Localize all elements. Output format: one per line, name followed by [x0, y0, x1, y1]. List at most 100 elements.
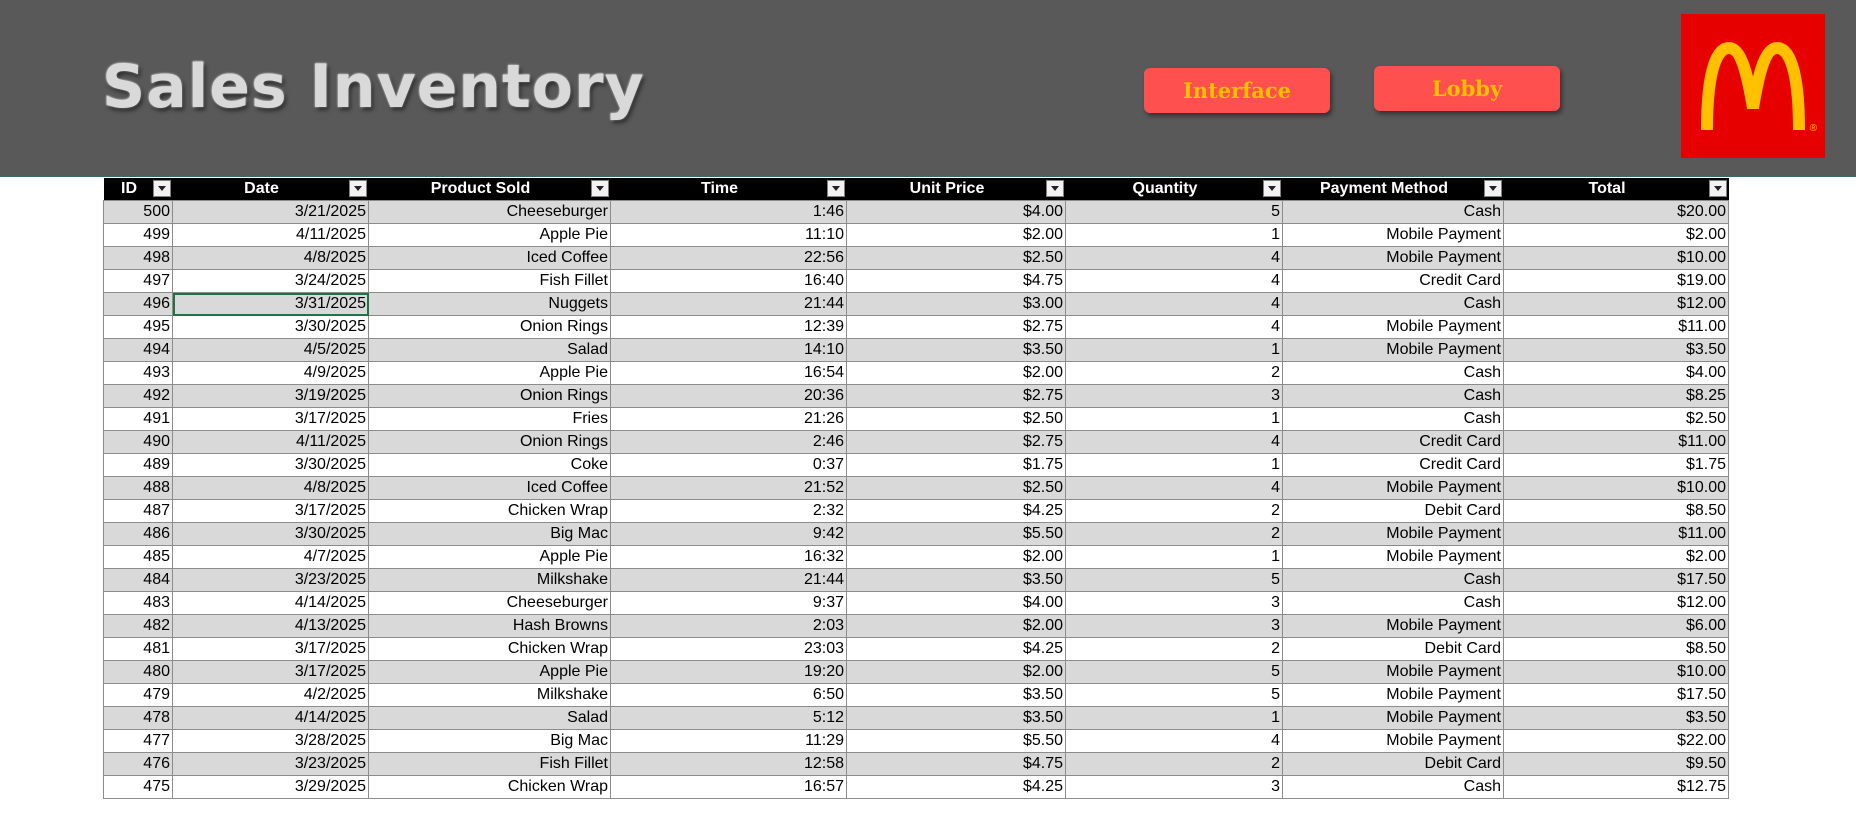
interface-button[interactable]: Interface — [1144, 68, 1330, 113]
table-cell[interactable]: 2 — [1065, 499, 1283, 523]
table-cell[interactable]: 3/24/2025 — [172, 269, 369, 293]
table-cell[interactable]: 5:12 — [610, 706, 847, 730]
table-cell[interactable]: $6.00 — [1503, 614, 1729, 638]
table-cell[interactable]: 21:44 — [610, 568, 847, 592]
table-cell[interactable]: 486 — [103, 522, 173, 546]
table-cell[interactable]: 4/13/2025 — [172, 614, 369, 638]
table-cell[interactable]: Cash — [1282, 591, 1504, 615]
table-cell[interactable]: Milkshake — [368, 568, 611, 592]
table-cell[interactable]: $12.75 — [1503, 775, 1729, 799]
table-cell[interactable]: 494 — [103, 338, 173, 362]
table-cell[interactable]: 478 — [103, 706, 173, 730]
table-cell[interactable]: Debit Card — [1282, 752, 1504, 776]
table-cell[interactable]: $11.00 — [1503, 315, 1729, 339]
table-cell[interactable]: $17.50 — [1503, 568, 1729, 592]
table-cell[interactable]: 3/19/2025 — [172, 384, 369, 408]
table-cell[interactable]: Apple Pie — [368, 361, 611, 385]
table-cell[interactable]: $22.00 — [1503, 729, 1729, 753]
table-cell[interactable]: 16:54 — [610, 361, 847, 385]
table-cell[interactable]: 21:44 — [610, 292, 847, 316]
table-cell[interactable]: 6:50 — [610, 683, 847, 707]
table-cell[interactable]: $4.25 — [846, 637, 1066, 661]
table-cell[interactable]: 3/17/2025 — [172, 499, 369, 523]
table-cell[interactable]: $4.00 — [846, 591, 1066, 615]
table-cell[interactable]: $10.00 — [1503, 476, 1729, 500]
table-cell[interactable]: 479 — [103, 683, 173, 707]
table-cell[interactable]: $12.00 — [1503, 591, 1729, 615]
table-cell[interactable]: Cheeseburger — [368, 591, 611, 615]
table-cell[interactable]: $4.25 — [846, 499, 1066, 523]
table-cell[interactable]: 3/21/2025 — [172, 200, 369, 224]
table-cell[interactable]: Onion Rings — [368, 384, 611, 408]
table-cell[interactable]: Onion Rings — [368, 315, 611, 339]
table-cell[interactable]: 3 — [1065, 384, 1283, 408]
table-cell[interactable]: $4.00 — [1503, 361, 1729, 385]
filter-dropdown-icon[interactable] — [348, 180, 367, 197]
table-cell[interactable]: 3/29/2025 — [172, 775, 369, 799]
table-cell[interactable]: 480 — [103, 660, 173, 684]
table-cell[interactable]: 5 — [1065, 683, 1283, 707]
table-cell[interactable]: Cash — [1282, 407, 1504, 431]
table-cell[interactable]: 3/30/2025 — [172, 315, 369, 339]
table-cell[interactable]: 1 — [1065, 706, 1283, 730]
table-cell[interactable]: Apple Pie — [368, 660, 611, 684]
table-cell[interactable]: 0:37 — [610, 453, 847, 477]
table-cell[interactable]: $17.50 — [1503, 683, 1729, 707]
table-cell[interactable]: 2 — [1065, 522, 1283, 546]
table-cell[interactable]: 2 — [1065, 361, 1283, 385]
table-cell[interactable]: $2.00 — [1503, 545, 1729, 569]
table-cell[interactable]: Iced Coffee — [368, 476, 611, 500]
table-cell[interactable]: Milkshake — [368, 683, 611, 707]
table-cell[interactable]: Cash — [1282, 568, 1504, 592]
table-cell[interactable]: Mobile Payment — [1282, 545, 1504, 569]
table-cell[interactable]: 2 — [1065, 752, 1283, 776]
table-cell[interactable]: $2.50 — [846, 246, 1066, 270]
table-cell[interactable]: Mobile Payment — [1282, 683, 1504, 707]
table-cell[interactable]: 495 — [103, 315, 173, 339]
table-cell[interactable]: 496 — [103, 292, 173, 316]
table-cell[interactable]: $8.50 — [1503, 637, 1729, 661]
table-cell[interactable]: 4 — [1065, 430, 1283, 454]
table-cell[interactable]: Big Mac — [368, 522, 611, 546]
table-cell[interactable]: $3.50 — [846, 338, 1066, 362]
table-cell[interactable]: 11:29 — [610, 729, 847, 753]
table-cell[interactable]: 499 — [103, 223, 173, 247]
table-cell[interactable]: $4.75 — [846, 752, 1066, 776]
table-cell[interactable]: Salad — [368, 338, 611, 362]
table-cell[interactable]: 3/28/2025 — [172, 729, 369, 753]
table-cell[interactable]: 21:26 — [610, 407, 847, 431]
table-cell[interactable]: $9.50 — [1503, 752, 1729, 776]
table-cell[interactable]: Cash — [1282, 292, 1504, 316]
table-cell[interactable]: $2.00 — [846, 223, 1066, 247]
table-cell[interactable]: 22:56 — [610, 246, 847, 270]
table-cell[interactable]: $2.00 — [1503, 223, 1729, 247]
filter-dropdown-icon[interactable] — [590, 180, 609, 197]
table-cell[interactable]: 5 — [1065, 568, 1283, 592]
table-cell[interactable]: $2.50 — [846, 476, 1066, 500]
table-cell[interactable]: Cheeseburger — [368, 200, 611, 224]
table-cell[interactable]: 1 — [1065, 453, 1283, 477]
filter-dropdown-icon[interactable] — [1483, 180, 1502, 197]
table-cell[interactable]: 4/5/2025 — [172, 338, 369, 362]
table-cell[interactable]: 4/14/2025 — [172, 591, 369, 615]
table-cell[interactable]: 19:20 — [610, 660, 847, 684]
table-cell[interactable]: $2.00 — [846, 660, 1066, 684]
filter-dropdown-icon[interactable] — [1262, 180, 1281, 197]
table-cell[interactable]: Mobile Payment — [1282, 338, 1504, 362]
filter-dropdown-icon[interactable] — [1708, 180, 1727, 197]
table-cell[interactable]: 3/23/2025 — [172, 752, 369, 776]
table-cell[interactable]: Onion Rings — [368, 430, 611, 454]
table-cell[interactable]: 491 — [103, 407, 173, 431]
table-cell[interactable]: $2.00 — [846, 614, 1066, 638]
table-cell[interactable]: Mobile Payment — [1282, 660, 1504, 684]
table-cell[interactable]: 487 — [103, 499, 173, 523]
table-cell[interactable]: $3.50 — [846, 706, 1066, 730]
table-cell[interactable]: 490 — [103, 430, 173, 454]
table-cell[interactable]: $4.00 — [846, 200, 1066, 224]
table-cell[interactable]: $12.00 — [1503, 292, 1729, 316]
table-cell[interactable]: Cash — [1282, 775, 1504, 799]
table-cell[interactable]: Cash — [1282, 361, 1504, 385]
table-cell[interactable]: Debit Card — [1282, 499, 1504, 523]
table-cell[interactable]: 4 — [1065, 246, 1283, 270]
table-cell[interactable]: Credit Card — [1282, 269, 1504, 293]
